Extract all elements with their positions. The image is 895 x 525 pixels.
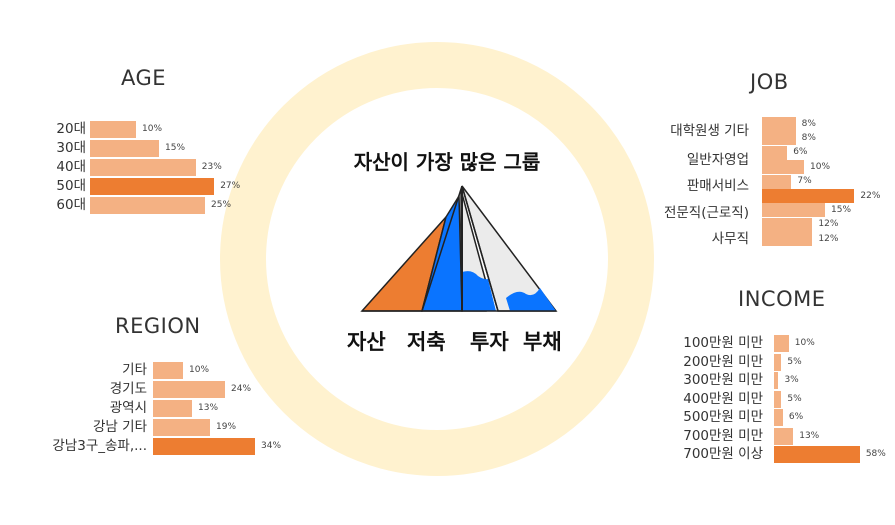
category-label: 400만원 미만	[683, 390, 763, 407]
bar-job-4	[762, 174, 792, 189]
bar-job-3	[762, 160, 804, 175]
bar-age-0	[90, 121, 136, 138]
bar-job-1	[762, 131, 796, 146]
center-title: 자산이 가장 많은 그룹	[353, 150, 541, 174]
category-label: 700만원 미만	[683, 427, 763, 444]
bar-income-6	[774, 446, 860, 463]
value-label: 15%	[165, 143, 186, 153]
job-title: JOB	[750, 70, 789, 94]
value-label: 10%	[810, 161, 831, 172]
bar-job-6	[762, 203, 825, 218]
category-label: 강남 기타	[93, 419, 147, 435]
bar-age-1	[90, 140, 159, 157]
category-label: 판매서비스	[686, 177, 749, 194]
value-label: 13%	[799, 430, 820, 441]
pyramid-debt-fill	[506, 288, 556, 311]
bar-income-4	[774, 409, 783, 426]
bar-job-5	[762, 189, 855, 203]
value-label: 12%	[818, 233, 839, 244]
income-title: INCOME	[738, 287, 826, 311]
category-label: 사무직	[711, 231, 749, 248]
value-label: 19%	[216, 422, 237, 432]
value-label: 27%	[220, 181, 241, 191]
bar-income-1	[774, 353, 782, 371]
bar-income-5	[774, 427, 794, 445]
value-label: 6%	[788, 412, 804, 422]
value-label: 10%	[189, 365, 210, 375]
value-label: 34%	[261, 441, 282, 451]
value-label: 10%	[794, 338, 815, 348]
category-label: 100만원 미만	[683, 335, 763, 351]
category-label: 기타	[122, 362, 147, 378]
region-title: REGION	[115, 314, 201, 338]
bar-age-2	[90, 159, 196, 176]
category-label: 50대	[56, 178, 86, 194]
category-label: 30대	[56, 140, 86, 156]
label-debt: 부채	[523, 330, 562, 354]
bar-region-2	[153, 400, 192, 417]
value-label: 22%	[860, 190, 881, 201]
category-label: 300만원 미만	[683, 372, 763, 388]
value-label: 8%	[801, 118, 816, 129]
bar-income-2	[774, 372, 779, 389]
value-label: 8%	[801, 132, 816, 143]
value-label: 13%	[198, 403, 219, 413]
category-label: 전문직(근로직)	[663, 205, 749, 222]
value-label: 5%	[787, 393, 802, 404]
bar-job-7	[762, 217, 813, 232]
bar-job-2	[762, 145, 788, 160]
category-label: 700만원 이상	[683, 446, 763, 462]
category-label: 60대	[56, 197, 86, 213]
bar-region-0	[153, 362, 183, 379]
bar-income-3	[774, 390, 782, 408]
pyramid-divider-2	[461, 185, 499, 312]
value-label: 15%	[831, 204, 852, 215]
bar-region-1	[153, 381, 225, 398]
bar-region-3	[153, 419, 210, 436]
value-label: 23%	[201, 162, 222, 172]
bar-income-0	[774, 335, 789, 352]
category-label: 대학원생 기타	[670, 123, 749, 140]
value-label: 25%	[211, 200, 232, 210]
bar-region-4	[153, 438, 255, 455]
category-label: 500만원 미만	[683, 409, 763, 425]
value-label: 3%	[784, 375, 799, 385]
pyramid-invest-fill	[462, 271, 496, 311]
value-label: 6%	[793, 147, 808, 158]
pyramid-divider-3	[421, 185, 463, 312]
label-asset: 자산	[347, 330, 386, 354]
category-label: 광역시	[109, 400, 147, 416]
asset-pyramid	[360, 185, 558, 312]
category-label: 40대	[56, 159, 86, 175]
label-invest: 투자	[470, 330, 509, 354]
value-label: 7%	[797, 176, 812, 187]
category-label: 경기도	[109, 381, 147, 397]
value-label: 5%	[787, 356, 802, 367]
category-label: 일반자영업	[686, 152, 749, 168]
bar-job-0	[762, 117, 796, 131]
value-label: 58%	[865, 449, 886, 459]
category-label: 200만원 미만	[683, 353, 763, 370]
age-title: AGE	[121, 66, 167, 90]
label-saving: 저축	[407, 330, 446, 354]
value-label: 24%	[231, 384, 252, 394]
category-label: 강남3구_송파,...	[52, 438, 147, 454]
value-label: 12%	[818, 219, 839, 230]
bar-age-4	[90, 197, 205, 214]
bar-age-3	[90, 178, 215, 195]
value-label: 10%	[142, 124, 163, 134]
category-label: 20대	[56, 121, 86, 137]
bar-job-8	[762, 232, 813, 247]
